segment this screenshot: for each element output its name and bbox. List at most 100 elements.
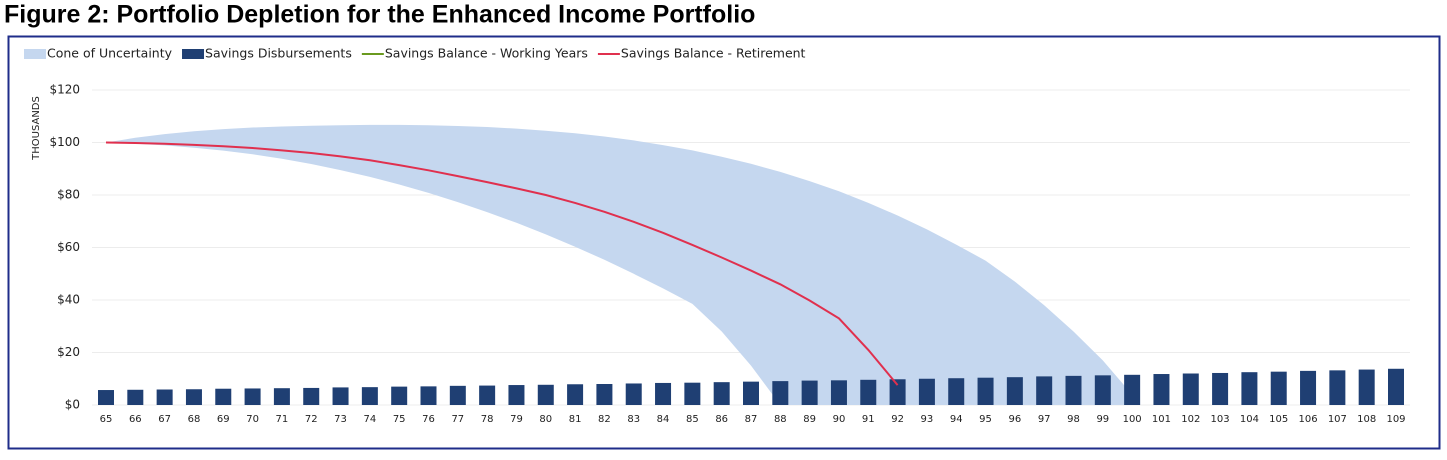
- x-tick-label: 65: [100, 414, 113, 425]
- x-tick-label: 100: [1123, 414, 1142, 425]
- x-tick-label: 83: [627, 414, 640, 425]
- bar: [1270, 371, 1287, 405]
- bar: [1036, 376, 1053, 405]
- bar: [185, 389, 202, 405]
- bar: [244, 388, 261, 405]
- legend-swatch: [182, 49, 205, 59]
- bar: [743, 381, 759, 405]
- bar: [713, 382, 730, 405]
- x-tick-label: 82: [598, 414, 611, 425]
- y-tick-label: $80: [57, 188, 80, 202]
- bar: [98, 390, 114, 405]
- bar: [625, 383, 642, 405]
- bar: [1241, 372, 1258, 405]
- bar: [156, 389, 173, 405]
- bar: [508, 385, 525, 405]
- bar: [303, 387, 320, 405]
- bar: [1300, 370, 1317, 405]
- x-tick-label: 101: [1152, 414, 1171, 425]
- bar: [889, 379, 906, 405]
- bar: [1124, 374, 1141, 405]
- x-tick-label: 103: [1211, 414, 1230, 425]
- x-tick-label: 81: [569, 414, 582, 425]
- x-tick-label: 107: [1328, 414, 1347, 425]
- legend-label: Cone of Uncertainty: [47, 46, 173, 61]
- bar: [801, 380, 818, 405]
- bar: [918, 378, 935, 405]
- x-tick-label: 91: [862, 414, 875, 425]
- x-tick-label: 71: [276, 414, 289, 425]
- bar: [860, 379, 877, 405]
- bar: [361, 387, 378, 405]
- x-tick-label: 88: [774, 414, 787, 425]
- bar: [772, 381, 789, 405]
- x-tick-label: 98: [1067, 414, 1080, 425]
- chart-frame: [7, 35, 1441, 450]
- x-tick-label: 74: [363, 414, 376, 425]
- bar: [830, 380, 847, 405]
- bar: [1065, 375, 1082, 405]
- bar: [948, 378, 965, 405]
- x-tick-label: 105: [1269, 414, 1288, 425]
- bar: [449, 385, 466, 405]
- x-tick-label: 94: [950, 414, 963, 425]
- bar: [273, 388, 290, 405]
- x-tick-label: 69: [217, 414, 230, 425]
- x-tick-label: 102: [1181, 414, 1200, 425]
- x-tick-label: 92: [891, 414, 904, 425]
- bar: [1329, 370, 1346, 405]
- x-tick-label: 78: [481, 414, 494, 425]
- bar: [596, 384, 613, 405]
- x-tick-label: 67: [158, 414, 171, 425]
- bar: [567, 384, 584, 405]
- legend-label: Savings Balance - Retirement: [621, 46, 806, 61]
- x-tick-label: 72: [305, 414, 318, 425]
- bar: [1212, 372, 1229, 405]
- bar: [215, 388, 232, 405]
- bar: [479, 385, 496, 405]
- legend-label: Savings Balance - Working Years: [385, 46, 588, 61]
- bar: [391, 386, 408, 405]
- x-tick-label: 68: [188, 414, 201, 425]
- y-tick-label: $20: [57, 345, 80, 359]
- x-tick-label: 75: [393, 414, 406, 425]
- x-tick-label: 86: [715, 414, 728, 425]
- y-tick-label: $60: [57, 240, 80, 254]
- x-tick-label: 66: [129, 414, 142, 425]
- legend-swatch: [24, 49, 46, 59]
- y-tick-label: $0: [65, 398, 80, 412]
- bar: [1094, 375, 1111, 405]
- x-tick-label: 80: [539, 414, 552, 425]
- legend-label: Savings Disbursements: [205, 46, 352, 61]
- bar: [537, 384, 554, 405]
- x-tick-label: 85: [686, 414, 699, 425]
- y-tick-label: $120: [49, 83, 80, 97]
- y-tick-label: $100: [49, 135, 80, 149]
- x-tick-label: 95: [979, 414, 992, 425]
- y-tick-label: $40: [57, 293, 80, 307]
- x-tick-label: 87: [745, 414, 758, 425]
- bar: [655, 382, 672, 405]
- x-tick-label: 106: [1298, 414, 1317, 425]
- x-tick-label: 79: [510, 414, 523, 425]
- bar: [1182, 373, 1199, 405]
- bar: [127, 389, 144, 405]
- x-tick-label: 77: [451, 414, 464, 425]
- y-axis-label: THOUSANDS: [31, 96, 42, 161]
- bar: [332, 387, 349, 405]
- bar: [1358, 369, 1375, 405]
- x-tick-label: 97: [1038, 414, 1051, 425]
- bar: [1153, 374, 1170, 405]
- bar: [1006, 377, 1023, 405]
- x-tick-label: 109: [1386, 414, 1405, 425]
- x-tick-label: 99: [1096, 414, 1109, 425]
- line: [105, 141, 899, 386]
- x-tick-label: 73: [334, 414, 347, 425]
- x-tick-label: 90: [833, 414, 846, 425]
- x-tick-label: 93: [921, 414, 934, 425]
- bar: [977, 377, 994, 405]
- x-tick-label: 89: [803, 414, 816, 425]
- x-tick-label: 104: [1240, 414, 1259, 425]
- bar: [1388, 368, 1404, 405]
